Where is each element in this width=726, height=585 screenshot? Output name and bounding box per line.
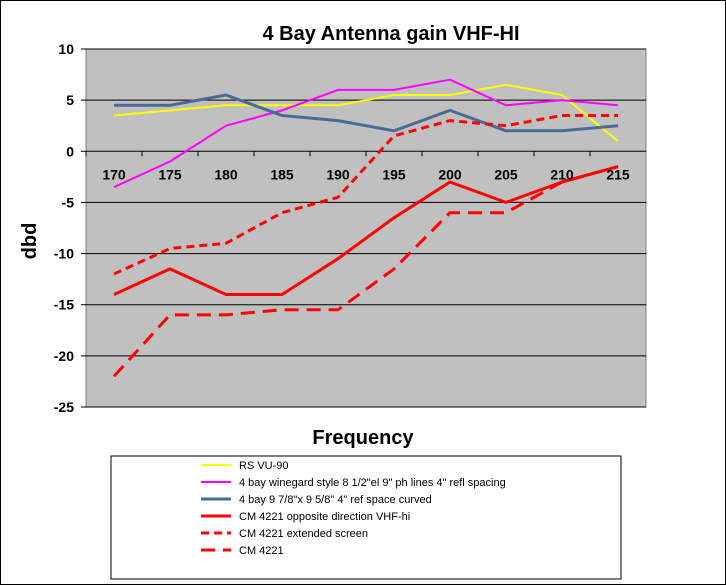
x-axis-ticks: 170 175 180 185 190 195 200 205 210 215: [85, 151, 630, 182]
x-tick-label: 170: [102, 166, 126, 182]
y-axis-title: dbd: [19, 223, 41, 260]
series-line-6: [112, 165, 619, 378]
y-tick-label: -25: [54, 399, 74, 415]
y-tick-label: -10: [54, 246, 74, 262]
legend: RS VU-90 4 bay winegard style 8 1/2"el 9"…: [110, 455, 622, 580]
series-line-2: [113, 78, 619, 189]
legend-label: RS VU-90: [239, 460, 289, 472]
legend-label: CM 4221 opposite direction VHF-hi: [239, 511, 410, 523]
x-tick-label: 185: [270, 166, 294, 182]
series-lines: [112, 78, 619, 378]
y-tick-label: -5: [62, 194, 75, 210]
x-tick-label: 210: [550, 166, 574, 182]
x-tick-label: 215: [606, 166, 630, 182]
y-axis-ticks: 10 5 0 -5 -10 -15 -20 -25: [54, 41, 86, 415]
y-tick-label: -20: [54, 348, 74, 364]
series-line-1: [113, 83, 619, 142]
x-tick-label: 175: [158, 166, 182, 182]
y-tick-label: -15: [54, 297, 74, 313]
x-tick-label: 190: [326, 166, 350, 182]
x-axis-title: Frequency: [312, 427, 414, 449]
legend-label: 4 bay 9 7/8"x 9 5/8" 4" ref space curved: [239, 494, 432, 506]
plot-area: [85, 48, 647, 408]
y-tick-label: 10: [58, 41, 74, 57]
series-line-4: [113, 165, 619, 296]
x-tick-label: 200: [438, 166, 462, 182]
chart-title: 4 Bay Antenna gain VHF-HI: [262, 23, 519, 45]
x-tick-label: 180: [214, 166, 238, 182]
legend-label: 4 bay winegard style 8 1/2"el 9" ph line…: [239, 477, 506, 489]
x-tick-label: 195: [382, 166, 406, 182]
x-tick-label: 205: [494, 166, 518, 182]
legend-items: RS VU-90 4 bay winegard style 8 1/2"el 9"…: [201, 460, 506, 557]
y-tick-label: 5: [66, 92, 74, 108]
legend-box: [110, 455, 622, 580]
y-tick-label: 0: [66, 143, 74, 159]
legend-label: CM 4221: [239, 545, 284, 557]
series-line-3: [114, 93, 619, 133]
legend-label: CM 4221 extended screen: [239, 528, 368, 540]
